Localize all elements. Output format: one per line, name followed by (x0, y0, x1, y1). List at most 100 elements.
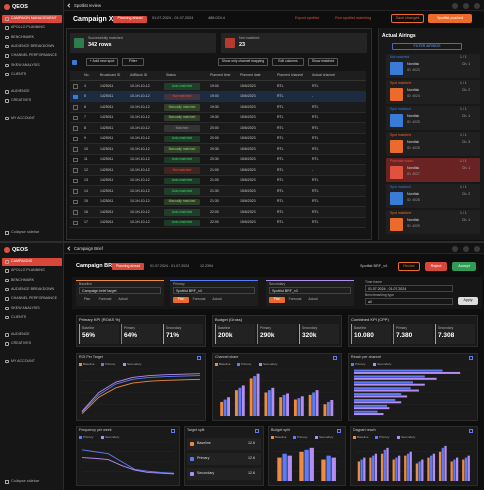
row-checkbox (73, 115, 78, 120)
filter-tab[interactable]: Actual (212, 297, 222, 302)
airing-id: ID: 4023 (407, 68, 420, 72)
bar (363, 457, 366, 481)
table-cell: 20:30 (210, 157, 219, 161)
filter-tab[interactable]: Actual (308, 297, 318, 302)
nav-item[interactable]: CLIENTS (11, 71, 27, 76)
toolbar-button[interactable]: Show matched (308, 58, 338, 66)
line-series (81, 449, 175, 474)
bar (249, 378, 253, 416)
bar (323, 404, 327, 416)
table-cell: 15/6/2023 (240, 115, 256, 119)
row-checkbox (73, 157, 78, 162)
filter-select[interactable]: Spotlist BRF_v3 (269, 287, 351, 294)
nav-item[interactable]: CAMPAIGN MANAGEMENT (11, 16, 57, 20)
nav-footer[interactable]: Collapse sidebar (11, 230, 40, 234)
bar (354, 383, 425, 386)
bar (392, 459, 395, 481)
nav-icon (5, 278, 9, 283)
legend-label: Secondary (377, 361, 392, 366)
table-cell: 13 (84, 178, 88, 182)
push-button[interactable]: Spotlist pushed (428, 14, 472, 23)
filter-tab[interactable]: Forecast (192, 297, 206, 302)
nav-item[interactable]: AUDIENCE (11, 89, 30, 94)
action-button[interactable]: Revise (398, 262, 420, 271)
nav-item[interactable]: MY ACCOUNT (11, 358, 35, 363)
kpi-label: Primary (396, 326, 407, 330)
save-button[interactable]: Save changes (391, 14, 424, 23)
stat-label: Not matched (239, 36, 260, 40)
nav-item[interactable]: CREATIVES (11, 98, 32, 103)
row-checkbox (73, 220, 78, 225)
chart-plot (356, 441, 472, 482)
table-cell: RTL (312, 136, 319, 140)
table-cell: RTL (277, 83, 284, 88)
nav-item[interactable]: APOLLO PLANNING (11, 268, 45, 273)
table-cell: 15/6/2023 (240, 125, 256, 130)
nav-item[interactable]: BENCHMARK (11, 277, 34, 282)
legend-label: Baseline (357, 434, 369, 439)
list-dot (190, 442, 194, 446)
link[interactable]: Run spotlist matching (335, 16, 372, 20)
nav-item[interactable]: CHANNEL PERFORMANCE (11, 296, 57, 301)
nav-item[interactable]: CLIENTS (11, 314, 27, 319)
airing-thumb (390, 88, 403, 101)
table-header (70, 71, 366, 81)
nav-item[interactable]: SKEW ANALYSIS (11, 305, 40, 310)
apply-button[interactable]: Apply (458, 297, 478, 305)
filter-select[interactable]: Campaign brief target (79, 287, 161, 294)
nav-item[interactable]: CREATIVES (11, 341, 32, 346)
table-cell: 10-1H-10-12 (130, 104, 150, 109)
kpi-value: 71% (166, 332, 180, 339)
chart-card (348, 353, 478, 421)
link[interactable]: Export spotlist (295, 16, 319, 20)
table-cell: 10-1H-10-12 (130, 94, 150, 98)
filter-airings[interactable]: FILTER AIRINGS (392, 43, 462, 50)
toolbar-button[interactable]: Filter (122, 58, 144, 66)
bar (357, 461, 361, 481)
filter-label: Primary (173, 282, 185, 286)
bar (354, 404, 388, 407)
id: 12.2394 (200, 264, 213, 268)
filter-tab[interactable]: Actual (118, 297, 128, 302)
table-cell: 1425011 (100, 178, 114, 182)
table-cell: RTL (312, 104, 319, 109)
chart-card (212, 353, 342, 421)
kpi-value: 64% (124, 332, 138, 339)
table-cell: 10-1H-10-12 (130, 115, 150, 119)
toolbar-button[interactable]: + Add new spot (86, 58, 118, 66)
action-button[interactable]: Accept (452, 262, 476, 271)
table-cell: 15/6/2023 (240, 188, 256, 193)
filter-tab[interactable]: Plan (269, 297, 285, 303)
tf-select[interactable]: all (365, 298, 453, 305)
bar (326, 401, 330, 416)
nav-icon (5, 333, 9, 337)
nav-icon (5, 306, 9, 310)
nav-item[interactable]: AUDIENCE BREAKDOWN (11, 43, 55, 48)
nav-item[interactable]: AUDIENCE (11, 332, 30, 337)
nav-item[interactable]: APOLLO PLANNING (11, 25, 45, 30)
nav-item[interactable]: CHANNEL PERFORMANCE (11, 53, 57, 58)
action-button[interactable]: Reject (425, 262, 447, 271)
nav-item[interactable]: MY ACCOUNT (11, 115, 35, 120)
tf-select[interactable]: 01.07.2024 - 01.07.2024 (365, 285, 453, 292)
nav-item[interactable]: BENCHMARK (11, 34, 34, 39)
table-cell: 21:00 (210, 178, 219, 182)
toolbar-button[interactable]: Edit columns (272, 58, 304, 66)
filter-tab[interactable]: Forecast (98, 297, 112, 302)
bar (354, 401, 402, 404)
nav-footer[interactable]: Collapse sidebar (11, 479, 40, 483)
status-pill: Auto-matched (164, 188, 200, 195)
nav-item[interactable]: CAMPAIGNS (11, 259, 33, 263)
filter-tab[interactable]: Forecast (288, 297, 302, 302)
status-pill: Not matched (164, 93, 200, 100)
stat-card (70, 33, 216, 53)
table-row (70, 144, 366, 155)
chart-title: Budget split (271, 428, 290, 432)
filter-tab[interactable]: Plan (173, 297, 189, 303)
stat-icon (74, 38, 84, 48)
filter-select[interactable]: Spotlist BRF_v4 (173, 287, 255, 294)
toolbar-button[interactable]: Show only channel mapping (218, 58, 268, 66)
filter-tab[interactable]: Plan (83, 297, 91, 302)
nav-item[interactable]: SKEW ANALYSIS (11, 62, 40, 67)
nav-item[interactable]: AUDIENCE BREAKDOWN (11, 286, 55, 291)
